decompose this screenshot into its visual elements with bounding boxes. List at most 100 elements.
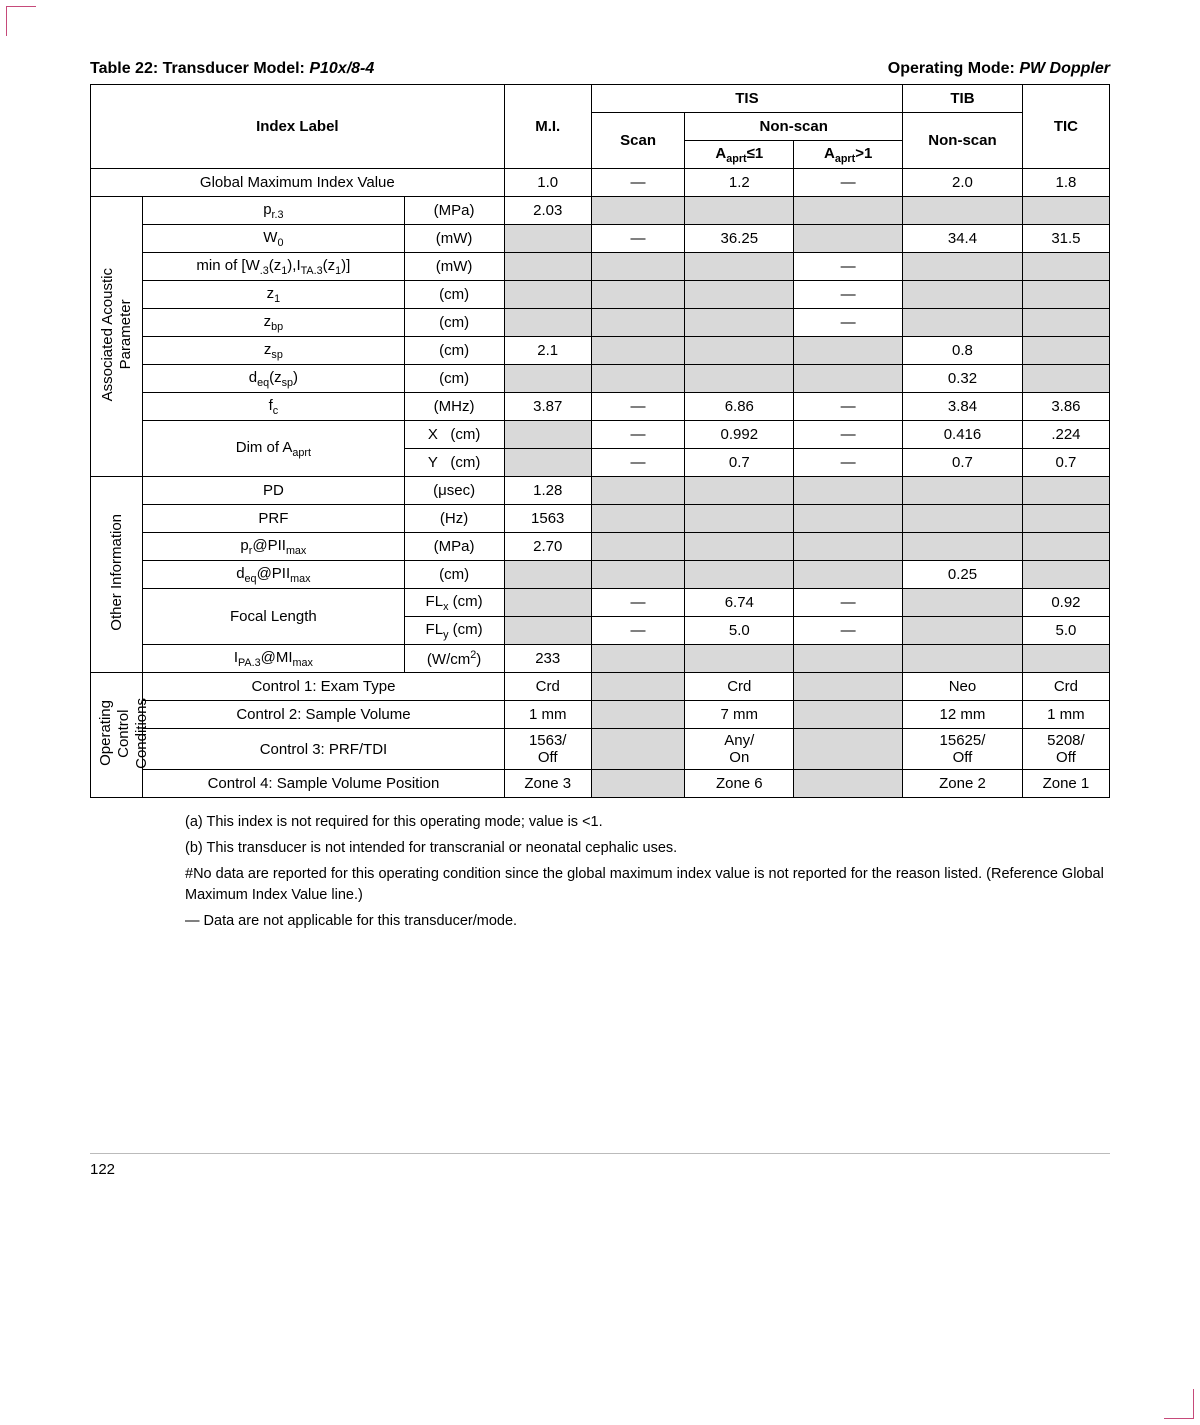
cell-shaded: [591, 770, 685, 798]
cell: —: [591, 421, 685, 449]
param-label: pr@PIImax: [143, 533, 404, 561]
cell-shaded: [794, 645, 903, 673]
param-unit: FLx (cm): [404, 589, 504, 617]
cell-shaded: [591, 701, 685, 729]
cell: —: [794, 309, 903, 337]
cell: Zone 2: [903, 770, 1023, 798]
section-occ: Operating Control Conditions: [91, 673, 143, 798]
cell: 1 mm: [504, 701, 591, 729]
cell-shaded: [794, 197, 903, 225]
cell-shaded: [794, 337, 903, 365]
cell: 6.74: [685, 589, 794, 617]
param-label: PRF: [143, 505, 404, 533]
cell-shaded: [1022, 197, 1109, 225]
table-row: fc (MHz) 3.87 — 6.86 — 3.84 3.86: [91, 393, 1110, 421]
param-unit: X (cm): [404, 421, 504, 449]
cell-shaded: [1022, 477, 1109, 505]
cell-shaded: [685, 309, 794, 337]
cell-shaded: [794, 365, 903, 393]
cell-shaded: [794, 225, 903, 253]
cell: 0.92: [1022, 589, 1109, 617]
cell-shaded: [504, 449, 591, 477]
table-row: zsp (cm) 2.1 0.8: [91, 337, 1110, 365]
table-row: Control 4: Sample Volume Position Zone 3…: [91, 770, 1110, 798]
cell: 3.86: [1022, 393, 1109, 421]
cell-shaded: [1022, 645, 1109, 673]
note-dash: — Data are not applicable for this trans…: [185, 911, 1110, 933]
header-mi: M.I.: [504, 85, 591, 169]
cell-shaded: [903, 505, 1023, 533]
cell-shaded: [504, 421, 591, 449]
cell: 0.7: [685, 449, 794, 477]
cell: 3.84: [903, 393, 1023, 421]
cell: Crd: [685, 673, 794, 701]
cell: 3.87: [504, 393, 591, 421]
table-row: deq(zsp) (cm) 0.32: [91, 365, 1110, 393]
cell-shaded: [591, 309, 685, 337]
cell: 1.8: [1022, 169, 1109, 197]
cell-shaded: [591, 197, 685, 225]
cell: —: [591, 393, 685, 421]
control-label: Control 2: Sample Volume: [143, 701, 504, 729]
note-b: (b) This transducer is not intended for …: [185, 838, 1110, 860]
operating-mode: PW Doppler: [1019, 60, 1110, 77]
cell-shaded: [903, 197, 1023, 225]
cell: 31.5: [1022, 225, 1109, 253]
table-row: zbp (cm) —: [91, 309, 1110, 337]
cell: 2.70: [504, 533, 591, 561]
param-unit: (W/cm2): [404, 645, 504, 673]
param-label: zsp: [143, 337, 404, 365]
param-unit: (mW): [404, 253, 504, 281]
table-row: Control 3: PRF/TDI 1563/ Off Any/ On 156…: [91, 729, 1110, 770]
header-tic: TIC: [1022, 85, 1109, 169]
cell-shaded: [794, 770, 903, 798]
table-row: pr@PIImax (MPa) 2.70: [91, 533, 1110, 561]
table-row: Associated Acoustic Parameter pr.3 (MPa)…: [91, 197, 1110, 225]
cell: 0.25: [903, 561, 1023, 589]
cell-shaded: [1022, 309, 1109, 337]
cell-shaded: [794, 701, 903, 729]
param-label: z1: [143, 281, 404, 309]
header-tib: TIB: [903, 85, 1023, 113]
param-label: Dim of Aaprt: [143, 421, 404, 477]
cell: Crd: [1022, 673, 1109, 701]
cell: 0.416: [903, 421, 1023, 449]
cell: —: [591, 589, 685, 617]
param-unit: (Hz): [404, 505, 504, 533]
cell-shaded: [685, 477, 794, 505]
cell: 36.25: [685, 225, 794, 253]
cell: Zone 1: [1022, 770, 1109, 798]
cell-shaded: [685, 253, 794, 281]
param-unit: (cm): [404, 281, 504, 309]
cell: 6.86: [685, 393, 794, 421]
gmiv-label: Global Maximum Index Value: [91, 169, 505, 197]
table-row: PRF (Hz) 1563: [91, 505, 1110, 533]
param-label: W0: [143, 225, 404, 253]
cell-shaded: [903, 253, 1023, 281]
cell: —: [794, 617, 903, 645]
cell: .224: [1022, 421, 1109, 449]
cell-shaded: [504, 617, 591, 645]
cell: —: [591, 225, 685, 253]
cell-shaded: [685, 505, 794, 533]
param-label: min of [W.3(z1),ITA.3(z1)]: [143, 253, 404, 281]
footer-rule: [90, 1153, 1110, 1154]
footnotes: (a) This index is not required for this …: [90, 812, 1110, 933]
section-other: Other Information: [91, 477, 143, 673]
cell-shaded: [591, 505, 685, 533]
param-unit: FLy (cm): [404, 617, 504, 645]
cell: 2.03: [504, 197, 591, 225]
param-unit: (cm): [404, 337, 504, 365]
param-unit: (cm): [404, 365, 504, 393]
cell-shaded: [685, 561, 794, 589]
header-scan: Scan: [591, 113, 685, 169]
cell-shaded: [591, 337, 685, 365]
cell: —: [591, 617, 685, 645]
transducer-model: P10x/8-4: [309, 60, 374, 77]
cell: 1 mm: [1022, 701, 1109, 729]
param-unit: (μsec): [404, 477, 504, 505]
cell-shaded: [685, 365, 794, 393]
cell-shaded: [903, 281, 1023, 309]
param-label: fc: [143, 393, 404, 421]
cell: 1.0: [504, 169, 591, 197]
